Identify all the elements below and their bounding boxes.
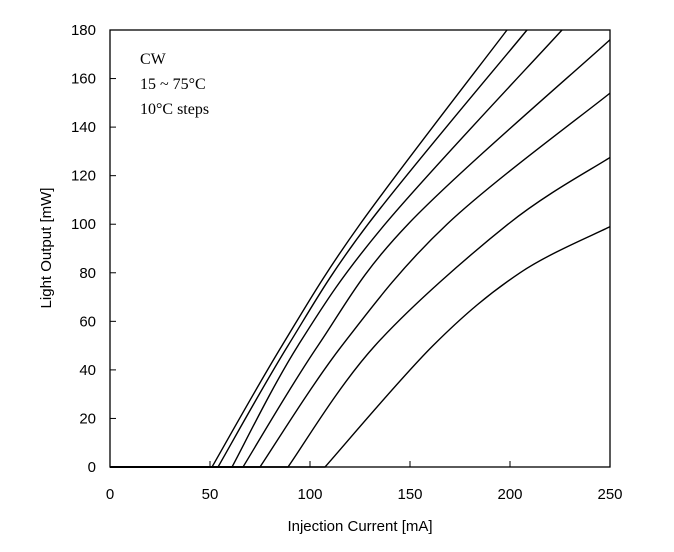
y-tick-label: 100 <box>71 216 96 233</box>
y-tick-label: 40 <box>79 362 96 379</box>
series-line-2 <box>110 29 528 468</box>
annotation-line-1: CW <box>140 51 167 68</box>
x-tick-label: 200 <box>497 486 522 503</box>
y-axis-title: Light Output [mW] <box>38 188 55 309</box>
series-line-5 <box>110 92 611 468</box>
x-tick-label: 50 <box>202 486 219 503</box>
y-tick-label: 120 <box>71 168 96 185</box>
series-line-3 <box>110 29 563 468</box>
y-tick-label: 60 <box>79 313 96 330</box>
series-line-4 <box>110 39 611 468</box>
x-tick-label: 250 <box>597 486 622 503</box>
axis-ticks: 0 50 100 150 200 250 0 20 40 60 80 100 120 140 160 180 <box>71 22 623 503</box>
x-tick-label: 100 <box>297 486 322 503</box>
y-tick-label: 180 <box>71 22 96 39</box>
y-tick-label: 160 <box>71 71 96 88</box>
y-tick-label: 20 <box>79 410 96 427</box>
series-line-7 <box>110 226 611 468</box>
x-axis-title: Injection Current [mA] <box>287 518 432 535</box>
y-tick-label: 0 <box>88 459 96 476</box>
y-tick-label: 140 <box>71 119 96 136</box>
annotation-line-3: 10°C steps <box>140 101 209 118</box>
annotation-line-2: 15 ~ 75°C <box>140 76 206 93</box>
series-line-6 <box>110 156 611 468</box>
curves <box>110 29 611 468</box>
y-tick-label: 80 <box>79 265 96 282</box>
series-line-1 <box>110 29 508 468</box>
plot-frame <box>109 29 611 468</box>
x-tick-label: 150 <box>397 486 422 503</box>
x-tick-label: 0 <box>106 486 114 503</box>
